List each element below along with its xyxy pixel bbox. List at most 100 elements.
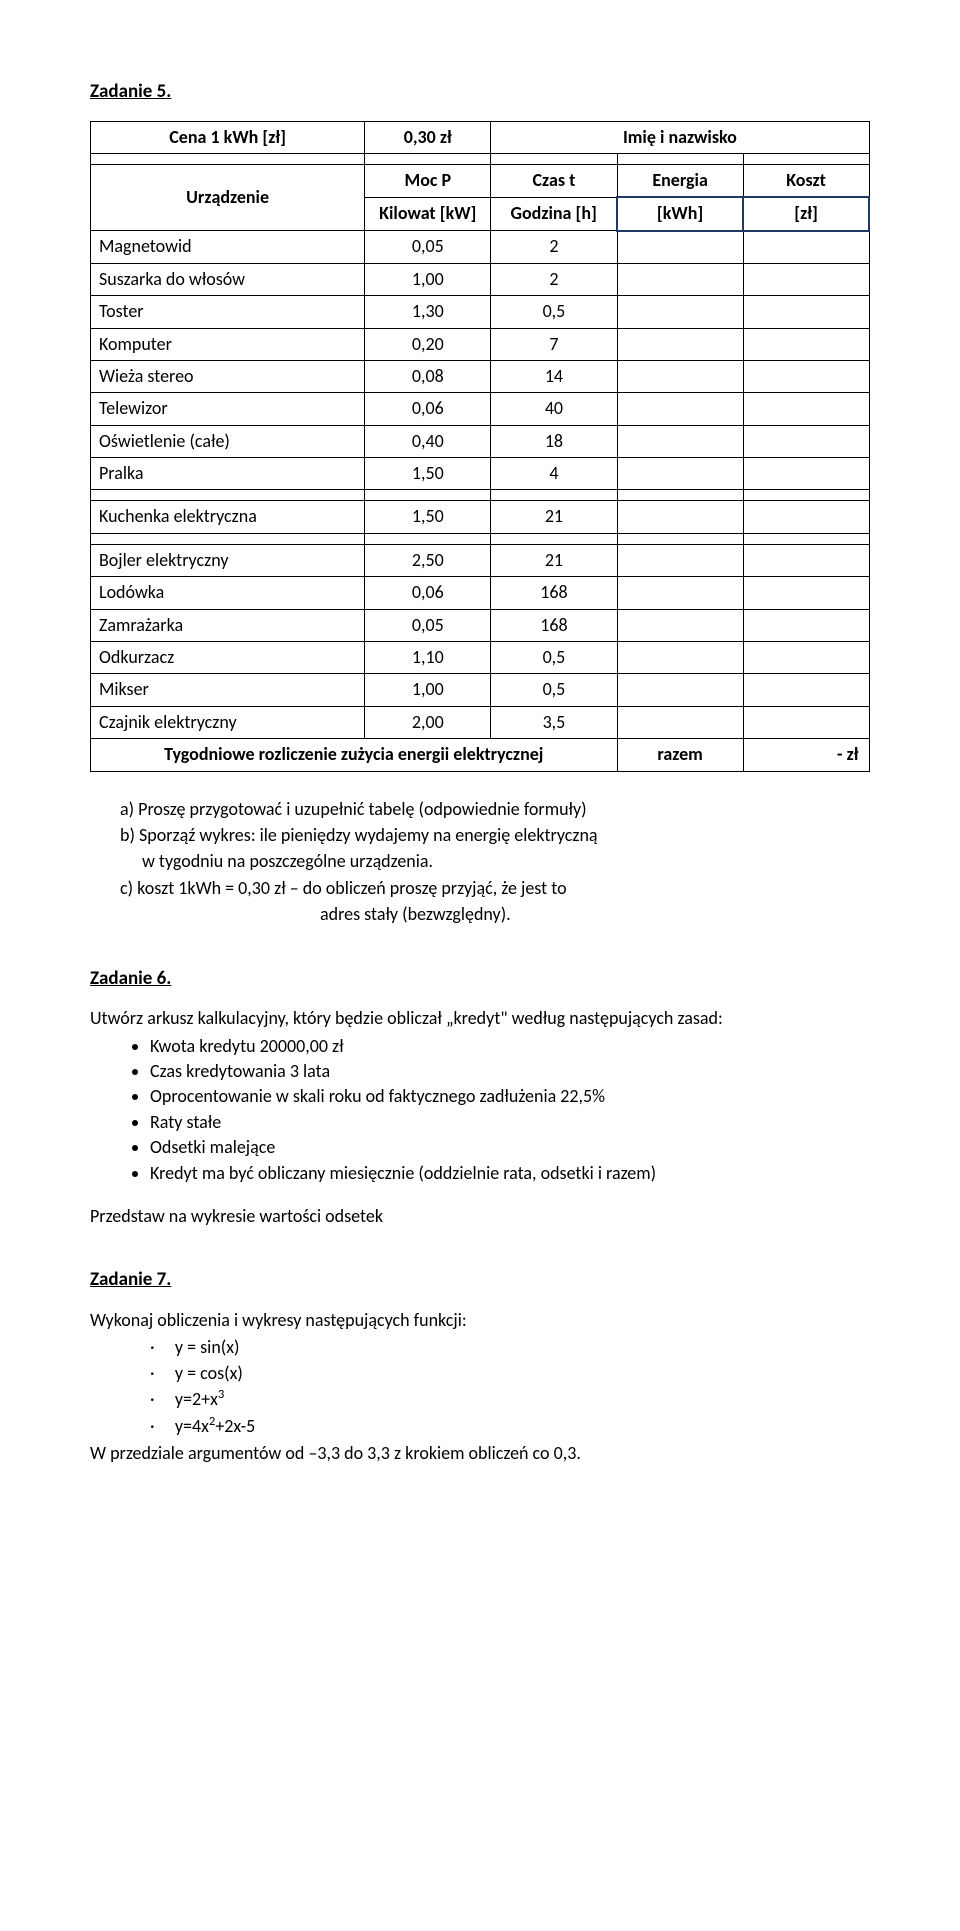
moc-p: 2,50 (365, 544, 491, 576)
device-name: Zamrażarka (91, 609, 365, 641)
energia-cell (617, 501, 743, 533)
czas-t: 40 (491, 393, 617, 425)
q-c1: c) koszt 1kWh = 0,30 zł – do obliczeń pr… (120, 877, 870, 900)
list-item: Raty stałe (150, 1111, 870, 1134)
device-rows: Magnetowid0,052Suszarka do włosów1,002To… (91, 231, 870, 739)
energia-cell (617, 577, 743, 609)
device-name: Mikser (91, 674, 365, 706)
footer-razem: razem (617, 739, 743, 771)
task5-questions: a) Proszę przygotować i uzupełnić tabelę… (90, 798, 870, 927)
table-row: Lodówka0,06168 (91, 577, 870, 609)
table-row: Kuchenka elektryczna1,5021 (91, 501, 870, 533)
spacer-row (91, 533, 870, 544)
h3-energia-unit: [kWh] (617, 197, 743, 230)
device-name: Suszarka do włosów (91, 263, 365, 295)
h1-c1: Cena 1 kWh [zł] (91, 121, 365, 153)
h3-koszt-unit: [zł] (743, 197, 869, 230)
task7-fns: · y = sin(x) · y = cos(x)· y=2+x3 · y=4x2+… (90, 1336, 870, 1438)
energia-cell (617, 425, 743, 457)
koszt-cell (743, 231, 869, 263)
energia-cell (617, 231, 743, 263)
koszt-cell (743, 425, 869, 457)
fn-item: · y=2+x3 (150, 1387, 870, 1411)
table-row: Bojler elektryczny2,5021 (91, 544, 870, 576)
fn-item: · y = sin(x) (150, 1336, 870, 1359)
koszt-cell (743, 263, 869, 295)
table-row: Oświetlenie (całe)0,4018 (91, 425, 870, 457)
koszt-cell (743, 328, 869, 360)
moc-p: 1,10 (365, 642, 491, 674)
table-row: Telewizor0,0640 (91, 393, 870, 425)
energia-cell (617, 360, 743, 392)
device-name: Oświetlenie (całe) (91, 425, 365, 457)
czas-t: 4 (491, 458, 617, 490)
h2-czas: Czas t (491, 165, 617, 198)
table-row: Magnetowid0,052 (91, 231, 870, 263)
czas-t: 0,5 (491, 296, 617, 328)
device-name: Bojler elektryczny (91, 544, 365, 576)
moc-p: 1,50 (365, 458, 491, 490)
list-item: Czas kredytowania 3 lata (150, 1060, 870, 1083)
device-name: Odkurzacz (91, 642, 365, 674)
czas-t: 0,5 (491, 642, 617, 674)
czas-t: 2 (491, 263, 617, 295)
list-item: Kwota kredytu 20000,00 zł (150, 1035, 870, 1058)
device-name: Magnetowid (91, 231, 365, 263)
q-b2: w tygodniu na poszczególne urządzenia. (120, 850, 870, 873)
h2-energia: Energia (617, 165, 743, 198)
task7-outro: W przedziale argumentów od –3,3 do 3,3 z… (90, 1442, 870, 1465)
moc-p: 0,06 (365, 577, 491, 609)
h2-mocp: Moc P (365, 165, 491, 198)
task6-section: Zadanie 6. Utwórz arkusz kalkulacyjny, k… (90, 967, 870, 1229)
device-name: Czajnik elektryczny (91, 706, 365, 738)
koszt-cell (743, 458, 869, 490)
spacer-row (91, 154, 870, 165)
list-item: Odsetki malejące (150, 1136, 870, 1159)
koszt-cell (743, 577, 869, 609)
footer-value: - zł (743, 739, 869, 771)
footer-label: Tygodniowe rozliczenie zużycia energii e… (91, 739, 618, 771)
fn-item: · y=4x2+2x-5 (150, 1414, 870, 1438)
h3-czas-unit: Godzina [h] (491, 197, 617, 230)
h1-c3: Imię i nazwisko (491, 121, 869, 153)
fn-item: · y = cos(x) (150, 1362, 870, 1385)
h1-c2: 0,30 zł (365, 121, 491, 153)
device-name: Pralka (91, 458, 365, 490)
energia-cell (617, 544, 743, 576)
list-item: Kredyt ma być obliczany miesięcznie (odd… (150, 1162, 870, 1185)
device-name: Telewizor (91, 393, 365, 425)
czas-t: 21 (491, 501, 617, 533)
list-item: Oprocentowanie w skali roku od faktyczne… (150, 1085, 870, 1108)
device-name: Komputer (91, 328, 365, 360)
moc-p: 0,40 (365, 425, 491, 457)
table-row: Toster1,300,5 (91, 296, 870, 328)
czas-t: 14 (491, 360, 617, 392)
czas-t: 21 (491, 544, 617, 576)
energia-cell (617, 296, 743, 328)
energia-cell (617, 458, 743, 490)
task6-outro: Przedstaw na wykresie wartości odsetek (90, 1205, 870, 1228)
header-row-2: Urządzenie Moc P Czas t Energia Koszt (91, 165, 870, 198)
table-row: Zamrażarka0,05168 (91, 609, 870, 641)
task6-intro: Utwórz arkusz kalkulacyjny, który będzie… (90, 1007, 870, 1030)
device-name: Kuchenka elektryczna (91, 501, 365, 533)
czas-t: 7 (491, 328, 617, 360)
czas-t: 168 (491, 577, 617, 609)
koszt-cell (743, 674, 869, 706)
header-row-1: Cena 1 kWh [zł] 0,30 zł Imię i nazwisko (91, 121, 870, 153)
energia-cell (617, 706, 743, 738)
energia-cell (617, 263, 743, 295)
table-row: Pralka1,504 (91, 458, 870, 490)
moc-p: 1,30 (365, 296, 491, 328)
device-name: Toster (91, 296, 365, 328)
h3-mocp-unit: Kilowat [kW] (365, 197, 491, 230)
moc-p: 1,50 (365, 501, 491, 533)
czas-t: 18 (491, 425, 617, 457)
koszt-cell (743, 501, 869, 533)
energia-cell (617, 328, 743, 360)
table-row: Mikser1,000,5 (91, 674, 870, 706)
task7-title: Zadanie 7. (90, 1268, 870, 1293)
table-row: Komputer0,207 (91, 328, 870, 360)
task5-title: Zadanie 5. (90, 80, 870, 105)
energy-table: Cena 1 kWh [zł] 0,30 zł Imię i nazwisko … (90, 121, 870, 772)
